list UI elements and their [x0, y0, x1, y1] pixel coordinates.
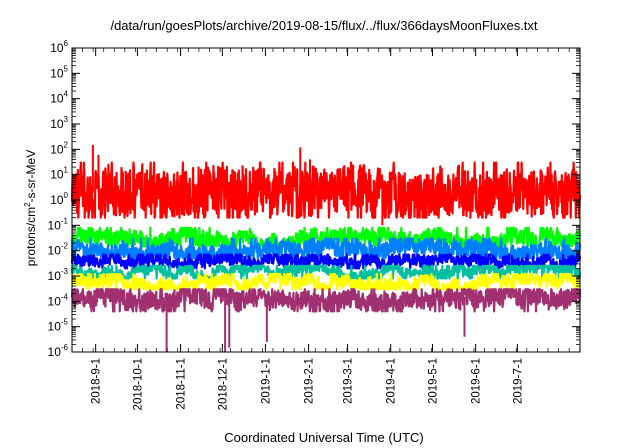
- y-tick-label-base: 10: [48, 269, 62, 283]
- x-tick-label: 2018-9-1: [91, 358, 103, 404]
- y-tick-label: 10-5: [48, 318, 69, 334]
- y-tick-label-exp: 3: [64, 115, 69, 124]
- y-tick-label-base: 10: [50, 117, 64, 131]
- x-tick-label: 2019-4-1: [386, 358, 398, 404]
- y-axis-label-sup: 2: [23, 202, 32, 207]
- series-layer: [70, 144, 582, 352]
- y-tick-label: 106: [50, 39, 68, 55]
- x-tick-label: 2019-3-1: [343, 358, 355, 404]
- y-tick-label-base: 10: [50, 66, 64, 80]
- y-tick-label: 102: [50, 140, 68, 156]
- y-axis-label: protons/cm2-s-sr-MeV: [23, 150, 38, 266]
- y-tick-label-base: 10: [50, 168, 64, 182]
- x-tick-label: 2019-5-1: [427, 358, 439, 404]
- y-tick-label-base: 10: [50, 193, 64, 207]
- y-axis-label-base: protons/cm: [24, 207, 38, 266]
- y-tick-label-exp: -2: [61, 242, 69, 251]
- x-tick-label: 2018-12-1: [217, 358, 229, 410]
- y-tick-label-exp: -3: [61, 267, 69, 276]
- y-tick-label-exp: 5: [64, 64, 69, 73]
- x-tick-label: 2019-6-1: [471, 358, 483, 404]
- y-tick-label-base: 10: [48, 218, 62, 232]
- y-tick-label: 101: [50, 166, 68, 182]
- y-tick-label-base: 10: [50, 142, 64, 156]
- y-tick-label-exp: 2: [64, 140, 69, 149]
- chart-title: /data/run/goesPlots/archive/2019-08-15/f…: [110, 18, 537, 33]
- y-tick-label: 10-4: [48, 292, 69, 308]
- y-tick-label-exp: 6: [64, 39, 69, 48]
- y-tick-label: 104: [50, 90, 68, 106]
- y-tick-label-base: 10: [50, 92, 64, 106]
- series-line-5: [70, 264, 582, 280]
- x-tick-label: 2019-1-1: [260, 358, 272, 404]
- y-tick-label-exp: -4: [61, 292, 69, 301]
- y-axis-label-rest: -s-sr-MeV: [24, 150, 38, 203]
- x-tick-label: 2019-2-1: [304, 358, 316, 404]
- y-tick-label-exp: -5: [61, 318, 69, 327]
- y-tick-label: 10-3: [48, 267, 69, 283]
- x-tick-label: 2019-7-1: [512, 358, 524, 404]
- y-tick-label-base: 10: [48, 294, 62, 308]
- y-tick-label: 103: [50, 115, 68, 131]
- series-line-4: [70, 253, 582, 270]
- y-tick-label: 105: [50, 64, 68, 80]
- y-tick-label-exp: -1: [61, 216, 69, 225]
- series-line-1: [70, 161, 582, 219]
- series-line-3: [70, 237, 582, 260]
- y-tick-label-base: 10: [50, 41, 64, 55]
- y-tick-label: 10-6: [48, 343, 69, 359]
- y-tick-label-exp: 0: [64, 191, 69, 200]
- x-axis-label: Coordinated Universal Time (UTC): [224, 430, 423, 445]
- x-tick-label: 2018-10-1: [132, 358, 144, 410]
- y-tick-label-exp: -6: [61, 343, 69, 352]
- y-tick-label: 100: [50, 191, 68, 207]
- x-tick-label: 2018-11-1: [176, 358, 188, 410]
- axis-layer: 10-610-510-410-310-210-11001011021031041…: [48, 39, 581, 410]
- y-tick-label: 10-2: [48, 242, 69, 258]
- series-line-6: [70, 272, 581, 291]
- y-tick-label-exp: 1: [64, 166, 69, 175]
- y-tick-label-exp: 4: [64, 90, 69, 99]
- y-tick-label: 10-1: [48, 216, 69, 232]
- y-tick-label-base: 10: [48, 244, 62, 258]
- series-line-7: [70, 288, 582, 313]
- y-tick-label-base: 10: [48, 320, 62, 334]
- y-tick-label-base: 10: [48, 345, 62, 359]
